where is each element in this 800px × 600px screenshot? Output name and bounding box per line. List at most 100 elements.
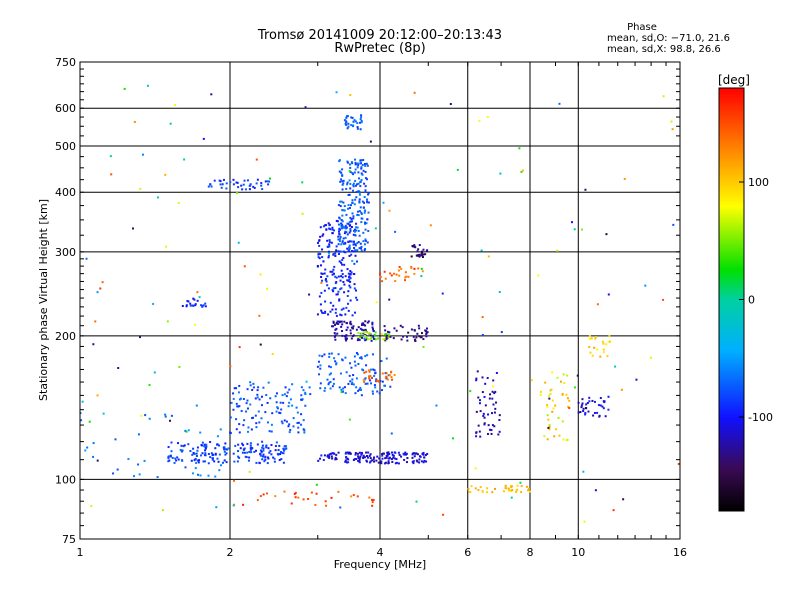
data-point <box>425 460 428 463</box>
data-point <box>349 332 352 335</box>
data-point <box>589 351 592 354</box>
data-point <box>207 474 210 477</box>
data-point <box>213 179 216 182</box>
data-point <box>604 415 607 418</box>
data-point <box>275 401 278 404</box>
data-point <box>354 452 357 455</box>
data-point <box>599 404 602 407</box>
data-point <box>500 331 503 334</box>
data-point <box>209 456 212 459</box>
data-point <box>340 227 343 230</box>
data-point <box>344 227 347 230</box>
data-point <box>123 87 126 90</box>
data-point <box>133 475 136 478</box>
data-point <box>341 209 344 212</box>
data-point <box>356 452 359 455</box>
data-point <box>361 200 364 203</box>
data-point <box>360 389 363 392</box>
data-point <box>553 435 556 438</box>
data-point <box>370 339 373 342</box>
data-point <box>340 243 343 246</box>
data-point <box>350 161 353 164</box>
data-point <box>331 226 334 229</box>
data-point <box>418 244 421 247</box>
data-point <box>359 206 362 209</box>
data-point <box>510 496 513 499</box>
data-point <box>360 451 363 454</box>
data-point <box>594 489 597 492</box>
data-point <box>266 421 269 424</box>
data-point <box>339 372 342 375</box>
data-point <box>376 455 379 458</box>
data-point <box>425 249 428 252</box>
data-point <box>337 322 340 325</box>
data-point <box>300 423 303 426</box>
data-point <box>274 445 277 448</box>
data-point <box>491 390 494 393</box>
data-point <box>289 398 292 401</box>
data-point <box>308 386 311 389</box>
data-point <box>81 400 84 403</box>
data-point <box>344 356 347 359</box>
data-point <box>596 303 599 306</box>
data-point <box>86 446 89 449</box>
data-point <box>402 335 405 338</box>
data-point <box>360 114 363 117</box>
data-point <box>353 262 356 265</box>
data-point <box>549 389 552 392</box>
data-point <box>486 491 489 494</box>
data-point <box>577 401 580 404</box>
data-point <box>348 240 351 243</box>
data-point <box>224 442 227 445</box>
data-point <box>332 253 335 256</box>
data-point <box>335 276 338 279</box>
data-point <box>386 378 389 381</box>
data-point <box>236 460 239 463</box>
data-point <box>393 373 396 376</box>
data-point <box>372 368 375 371</box>
data-point <box>606 355 609 358</box>
data-point <box>344 241 347 244</box>
data-point <box>316 365 319 368</box>
data-point <box>354 168 357 171</box>
data-point <box>373 384 376 387</box>
data-point <box>395 458 398 461</box>
data-point <box>350 226 353 229</box>
data-point <box>195 452 198 455</box>
data-point <box>336 220 339 223</box>
data-point <box>591 399 594 402</box>
data-point <box>421 270 424 273</box>
data-point <box>365 178 368 181</box>
data-point <box>556 249 559 252</box>
data-point <box>338 260 341 263</box>
data-point <box>341 241 344 244</box>
y-tick-label: 100 <box>55 473 76 486</box>
data-point <box>357 389 360 392</box>
x-axis-label: Frequency [MHz] <box>334 558 426 571</box>
data-point <box>282 452 285 455</box>
data-point <box>416 453 419 456</box>
data-point <box>329 310 332 313</box>
data-point <box>200 304 203 307</box>
data-point <box>486 433 489 436</box>
data-point <box>322 260 325 263</box>
data-point <box>232 408 235 411</box>
data-point <box>232 178 235 181</box>
data-point <box>337 223 340 226</box>
data-point <box>169 455 172 458</box>
data-point <box>392 337 395 340</box>
data-point <box>249 183 252 186</box>
data-point <box>347 122 350 125</box>
data-point <box>357 362 360 365</box>
data-point <box>331 273 334 276</box>
data-point <box>352 243 355 246</box>
data-point <box>326 378 329 381</box>
data-point <box>356 495 359 498</box>
data-point <box>467 488 470 491</box>
data-point <box>169 122 172 125</box>
data-point <box>282 461 285 464</box>
data-point <box>353 203 356 206</box>
data-point <box>388 298 391 301</box>
data-point <box>422 248 425 251</box>
data-point <box>341 330 344 333</box>
